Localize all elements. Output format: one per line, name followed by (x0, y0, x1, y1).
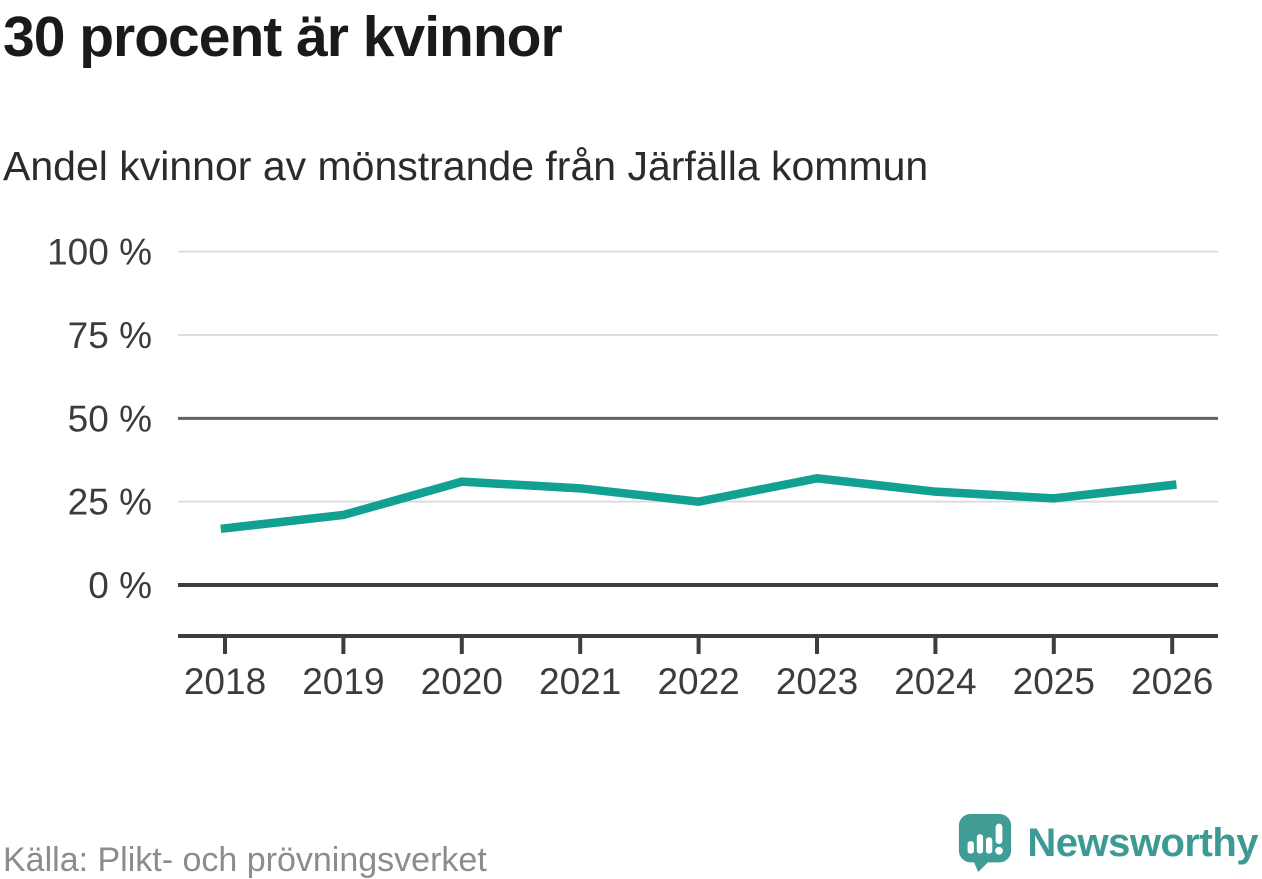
x-axis-tick-label: 2022 (657, 661, 739, 702)
x-axis-tick-label: 2021 (539, 661, 621, 702)
y-axis-tick-label: 50 % (68, 398, 152, 439)
chart-subtitle: Andel kvinnor av mönstrande från Järfäll… (3, 143, 929, 189)
x-axis-tick-label: 2020 (421, 661, 503, 702)
x-axis-tick-label: 2025 (1013, 661, 1095, 702)
x-axis-tick-label: 2026 (1131, 661, 1213, 702)
y-axis-tick-label: 0 % (88, 565, 152, 606)
chart-title: 30 procent är kvinnor (3, 5, 563, 69)
newsworthy-logo: Newsworthy (956, 812, 1258, 874)
x-axis-tick-label: 2023 (776, 661, 858, 702)
x-axis-tick-label: 2024 (894, 661, 976, 702)
newsworthy-logo-text: Newsworthy (1027, 820, 1258, 865)
source-note: Källa: Plikt- och prövningsverket (3, 841, 487, 879)
x-axis-tick-label: 2019 (302, 661, 384, 702)
y-axis-tick-label: 75 % (68, 315, 152, 356)
y-axis-tick-label: 100 % (47, 232, 152, 273)
y-axis-tick-label: 25 % (68, 482, 152, 523)
newsworthy-logo-icon (959, 814, 1012, 872)
x-axis-tick-label: 2018 (184, 661, 266, 702)
data-line-andel-kvinnor-av-m-nstrande (220, 474, 1177, 534)
